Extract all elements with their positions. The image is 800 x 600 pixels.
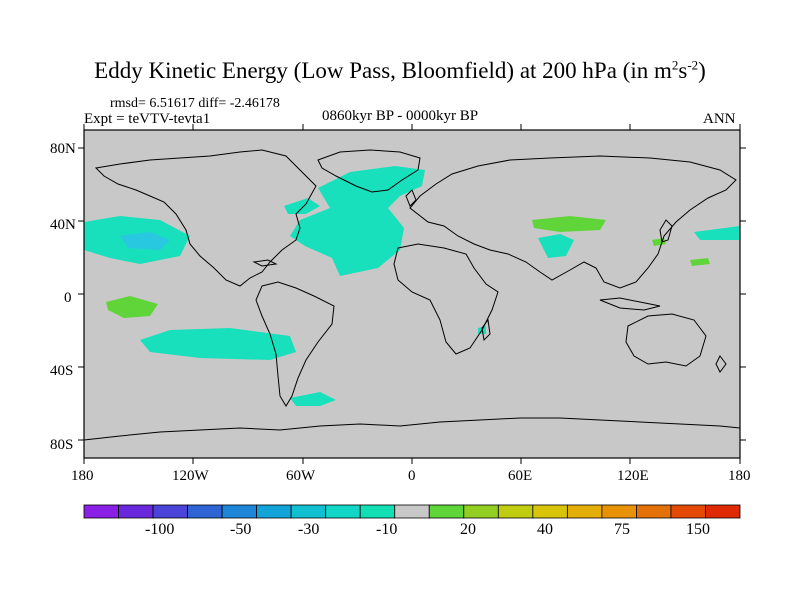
colorbar-swatch <box>256 504 292 519</box>
colorbar-label: -30 <box>298 521 320 538</box>
west-pacific-positive-anomaly <box>690 258 710 266</box>
labrador-anomaly <box>284 198 320 214</box>
south-pacific-anomaly <box>140 328 296 360</box>
x-tick-label: 60E <box>508 468 533 484</box>
north-pacific-strong-anomaly <box>120 232 170 250</box>
period-label: 0860kyr BP - 0000kyr BP <box>322 108 479 124</box>
colorbar-label: 40 <box>537 521 553 538</box>
madagascar-coastline <box>481 318 491 342</box>
colorbar-swatch <box>152 504 188 519</box>
colorbar-swatch <box>83 504 119 519</box>
x-tick-label: 180 <box>728 468 751 484</box>
north-atlantic-anomaly <box>290 166 425 276</box>
east-pacific-anomaly <box>694 226 740 240</box>
season-label: ANN <box>703 111 736 127</box>
tropical-pacific-positive-anomaly <box>106 296 158 318</box>
antarctica-coastline <box>83 417 741 441</box>
x-tick-label: 120E <box>617 468 649 484</box>
indonesia-coastline <box>599 297 661 311</box>
central-asia-positive-anomaly <box>532 216 606 232</box>
japan-coastline <box>659 219 673 243</box>
eurasia-coastline <box>409 155 737 289</box>
colorbar-label: 75 <box>614 521 630 538</box>
x-tick-label: 120W <box>172 468 209 484</box>
colorbar-swatch <box>221 504 258 519</box>
colorbar-swatch <box>566 504 603 519</box>
colorbar-swatch <box>463 504 499 519</box>
coastlines <box>83 149 741 441</box>
colorbar-label: -100 <box>145 521 175 538</box>
colorbar-swatch <box>187 504 223 519</box>
x-tick-label: 0 <box>408 468 416 484</box>
anomaly-regions <box>84 166 740 406</box>
uk-coastline <box>405 189 417 207</box>
y-tick-label: 80S <box>50 437 74 453</box>
rmsd-diff-text: rmsd= 6.51617 diff= -2.46178 <box>110 96 280 111</box>
colorbar-label: -10 <box>376 521 398 538</box>
y-tick-label: 0 <box>64 290 72 306</box>
colorbar <box>83 504 741 519</box>
axis-ticks <box>78 124 746 464</box>
experiment-label: Expt = teVTV-tevta1 <box>84 111 211 127</box>
colorbar-swatch <box>601 504 637 519</box>
colorbar-swatch <box>636 504 672 519</box>
australia-coastline <box>625 313 707 367</box>
colorbar-swatch <box>394 504 430 519</box>
x-tick-label: 180 <box>71 468 94 484</box>
plot-title: Eddy Kinetic Energy (Low Pass, Bloomfiel… <box>94 57 706 83</box>
south-america-coastline <box>255 281 335 407</box>
greenland-coastline <box>317 149 421 193</box>
south-atlantic-anomaly <box>290 392 336 406</box>
x-tick-label: 60W <box>286 468 316 484</box>
colorbar-swatch <box>497 504 534 519</box>
caribbean-coastline <box>252 259 278 267</box>
colorbar-swatch <box>428 504 465 519</box>
colorbar-swatch <box>532 504 568 519</box>
colorbar-label: -50 <box>230 521 252 538</box>
colorbar-swatch <box>670 504 706 519</box>
pacific-edge-anomaly <box>84 224 102 242</box>
y-tick-label: 40N <box>50 217 76 233</box>
colorbar-swatch <box>290 504 327 519</box>
africa-coastline <box>393 243 499 355</box>
colorbar-label: 20 <box>460 521 476 538</box>
colorbar-swatch <box>118 504 154 519</box>
middle-east-anomaly <box>538 234 574 258</box>
new-zealand-coastline <box>715 355 727 373</box>
y-tick-label: 40S <box>50 363 74 379</box>
y-tick-label: 80N <box>50 141 76 157</box>
colorbar-swatch <box>325 504 361 519</box>
colorbar-swatch <box>705 504 741 519</box>
colorbar-swatch <box>359 504 396 519</box>
north-america-coastline <box>94 149 317 287</box>
colorbar-label: 150 <box>686 521 710 538</box>
